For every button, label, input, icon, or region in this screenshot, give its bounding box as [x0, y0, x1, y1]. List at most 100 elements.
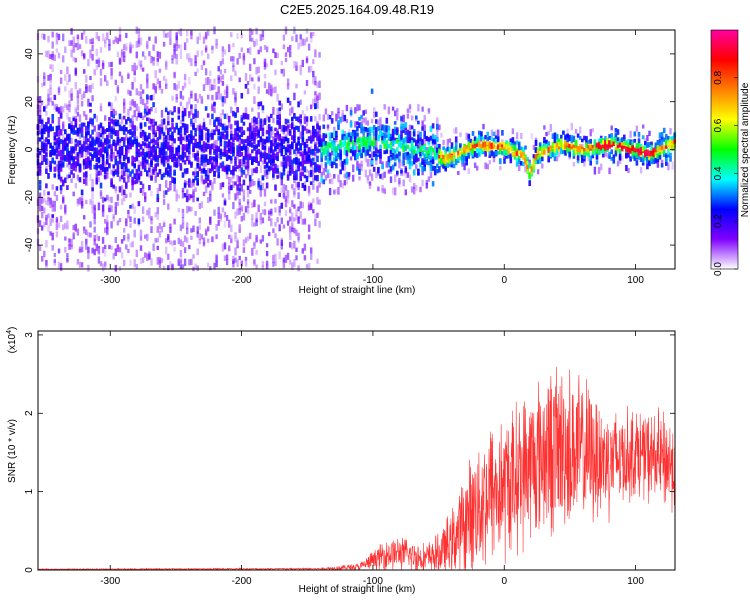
spectrogram-cell — [263, 201, 267, 207]
spectrogram-cell — [257, 180, 260, 186]
spectrogram-cell — [520, 152, 523, 157]
spectrogram-cell — [517, 144, 521, 151]
spectrogram-cell — [400, 170, 403, 176]
spectrogram-cell — [278, 114, 281, 121]
spectrogram-cell — [295, 215, 298, 221]
spectrogram-cell — [660, 139, 664, 146]
spectrogram-cell — [618, 153, 622, 160]
spectrogram-cell — [108, 125, 111, 133]
spectrogram-cell — [125, 46, 128, 51]
spectrogram-cell — [427, 155, 431, 160]
spectrogram-cell — [417, 138, 420, 143]
spectrogram-cell — [509, 154, 513, 160]
spectrogram-cell — [391, 149, 395, 154]
spectrogram-cell — [74, 156, 78, 160]
spectrogram-cell — [354, 121, 357, 128]
spectrogram-cell — [215, 95, 218, 100]
spectrogram-cell — [68, 90, 71, 98]
spectrogram-cell — [38, 96, 42, 104]
spectrogram-cell — [169, 181, 172, 186]
spectrogram-cell — [589, 129, 592, 137]
spectrogram-cell — [221, 99, 225, 107]
spectrogram-cell — [112, 166, 115, 171]
spectrogram-cell — [375, 130, 378, 137]
spectrogram-cell — [78, 152, 82, 159]
spectrogram-cell — [347, 147, 351, 153]
spectrogram-cell — [215, 145, 218, 152]
spectrogram-cell — [217, 66, 220, 72]
spectrogram-cell — [217, 124, 220, 132]
spectrogram-cell — [236, 149, 239, 157]
spectrogram-cell — [648, 150, 651, 157]
spectrogram-cell — [637, 150, 641, 156]
spectrogram-cell — [255, 220, 258, 227]
spectrogram-cell — [213, 84, 216, 90]
spectrogram-cell — [337, 111, 340, 119]
spectrogram-cell — [381, 163, 384, 170]
spectrogram-cell — [236, 188, 239, 196]
spectrogram-cell — [228, 177, 231, 185]
spectrogram-cell — [242, 112, 246, 119]
spectrogram-cell — [391, 140, 395, 147]
spectrogram-cell — [642, 124, 645, 129]
spectrogram-cell — [370, 127, 374, 132]
spectrogram-cell — [318, 114, 321, 121]
spectrogram-cell — [610, 139, 613, 145]
spectrogram-cell — [255, 117, 258, 125]
spectrogram-cell — [139, 123, 143, 129]
spectrogram-cell — [213, 119, 216, 125]
spectrogram-cell — [349, 156, 353, 161]
spectrogram-cell — [268, 87, 271, 95]
spectrogram-cell — [280, 139, 284, 146]
spectrogram-cell — [40, 128, 44, 135]
spectrogram-cell — [248, 136, 252, 142]
spectrogram-cell — [110, 178, 113, 185]
spectrogram-cell — [478, 152, 481, 157]
spectrogram-cell — [253, 96, 256, 105]
spectrogram-cell — [555, 156, 559, 162]
spectrogram-cell — [253, 259, 256, 265]
spectrogram-cell — [62, 195, 65, 203]
spectrogram-cell — [314, 175, 317, 181]
spectrogram-cell — [219, 112, 222, 120]
spectrogram-cell — [204, 45, 208, 51]
spectrogram-cell — [307, 154, 311, 161]
spectrogram-cell — [74, 123, 78, 128]
spectrogram-cell — [217, 77, 220, 84]
spectrogram-cell — [41, 124, 44, 132]
spectrogram-cell — [198, 32, 201, 41]
spectrogram-cell — [223, 49, 227, 55]
spectrogram-cell — [372, 137, 376, 143]
spectrogram-cell — [419, 186, 422, 193]
spectrogram-cell — [177, 109, 181, 114]
spectrogram-cell — [301, 160, 305, 166]
spectrogram-cell — [139, 143, 143, 149]
spectrogram-cell — [183, 183, 187, 188]
spectrogram-cell — [551, 148, 555, 156]
spectrogram-cell — [413, 182, 416, 190]
spectrogram-cell — [637, 138, 641, 143]
spectrogram-cell — [53, 103, 56, 110]
spectrogram-cell — [370, 173, 374, 181]
spectrogram-cell — [70, 156, 73, 160]
spectrogram-cell — [146, 80, 149, 89]
spectrogram-cell — [564, 141, 567, 148]
spectrogram-cell — [236, 33, 239, 39]
spectrogram-cell — [97, 256, 101, 264]
spectrogram-cell — [295, 161, 298, 165]
spectrogram-cell — [370, 118, 374, 124]
spectrogram-cell — [257, 148, 260, 155]
spectrogram-cell — [133, 217, 136, 224]
spectrogram-cell — [194, 142, 197, 149]
spectrogram-cell — [181, 152, 185, 159]
spectrogram-cell — [53, 205, 56, 212]
spectrogram-cell — [70, 49, 73, 58]
spectrogram-cell — [47, 201, 50, 206]
spectrogram-cell — [375, 127, 378, 132]
spectrogram-cell — [560, 138, 563, 146]
spectrogram-cell — [646, 149, 649, 156]
spectrogram-cell — [209, 135, 212, 141]
spectrogram-cell — [181, 187, 185, 193]
spectrogram-cell — [122, 170, 126, 177]
spectrogram-cell — [221, 124, 225, 131]
